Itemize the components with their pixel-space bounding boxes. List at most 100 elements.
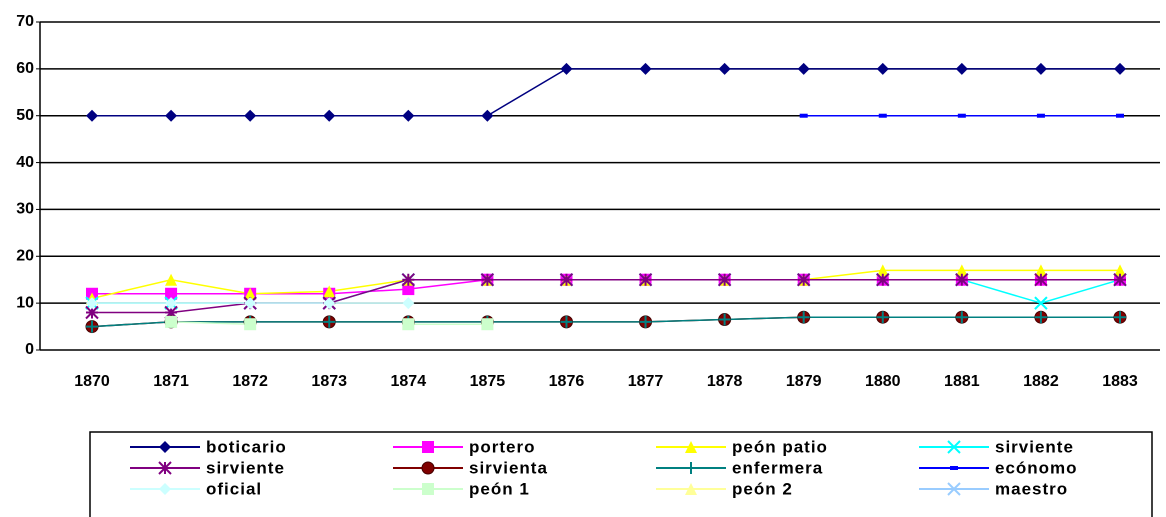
marker <box>560 315 573 328</box>
marker <box>323 315 336 328</box>
y-tick-label: 50 <box>16 107 34 124</box>
x-tick-label: 1883 <box>1102 373 1138 390</box>
marker <box>165 297 178 310</box>
marker <box>1034 62 1047 75</box>
x-tick-label: 1872 <box>232 373 268 390</box>
marker <box>165 109 178 122</box>
marker <box>1114 62 1126 75</box>
marker <box>718 62 731 75</box>
y-tick-label: 0 <box>25 341 34 358</box>
marker <box>402 318 415 331</box>
marker <box>876 311 889 324</box>
legend-label: maestro <box>995 479 1068 498</box>
marker <box>165 315 178 328</box>
x-tick-label: 1870 <box>74 373 110 390</box>
marker <box>717 273 732 287</box>
marker <box>1113 273 1127 287</box>
legend-label: oficial <box>206 479 262 498</box>
x-tick-label: 1873 <box>311 373 347 390</box>
marker <box>955 273 969 287</box>
marker <box>244 297 257 310</box>
legend-label: boticario <box>206 437 287 456</box>
y-tick-label: 70 <box>16 13 34 30</box>
marker <box>947 440 961 454</box>
y-tick-label: 10 <box>16 294 34 311</box>
marker <box>797 62 810 75</box>
x-tick-label: 1878 <box>707 373 743 390</box>
marker <box>422 483 434 495</box>
marker <box>955 311 968 324</box>
marker <box>402 109 415 122</box>
x-tick-label: 1875 <box>470 373 506 390</box>
marker <box>86 109 98 122</box>
legend-label: enfermera <box>732 458 823 477</box>
x-tick-label: 1881 <box>944 373 980 390</box>
marker <box>480 273 495 287</box>
y-tick-label: 60 <box>16 60 34 77</box>
marker <box>165 287 178 300</box>
marker <box>1034 311 1047 324</box>
marker <box>323 285 336 298</box>
legend-label: ecónomo <box>995 458 1078 477</box>
marker <box>950 466 958 470</box>
marker <box>796 273 811 287</box>
x-tick-label: 1876 <box>549 373 585 390</box>
marker <box>876 264 889 277</box>
marker <box>1034 273 1048 287</box>
marker <box>422 441 434 453</box>
legend-label: sirviente <box>206 458 285 477</box>
x-tick-label: 1871 <box>153 373 189 390</box>
x-tick-label: 1880 <box>865 373 901 390</box>
marker <box>244 318 257 331</box>
x-tick-label: 1874 <box>391 373 427 390</box>
marker <box>685 441 697 453</box>
marker <box>878 113 887 118</box>
marker <box>421 461 435 475</box>
marker <box>159 483 171 495</box>
marker <box>559 273 574 287</box>
marker <box>165 273 178 286</box>
x-tick-label: 1879 <box>786 373 822 390</box>
y-tick-label: 20 <box>16 248 34 265</box>
marker <box>1116 113 1124 118</box>
marker <box>639 315 652 328</box>
marker <box>323 109 336 122</box>
marker <box>401 273 416 287</box>
marker <box>481 109 494 122</box>
marker <box>685 462 697 474</box>
legend-label: peón 1 <box>469 479 530 498</box>
marker <box>164 305 178 320</box>
marker <box>244 109 257 122</box>
legend-label: peón patio <box>732 437 828 456</box>
marker <box>955 62 968 75</box>
marker <box>158 461 172 475</box>
marker <box>402 283 415 296</box>
marker <box>1034 296 1048 310</box>
x-tick-label: 1882 <box>1023 373 1059 390</box>
legend-label: sirvienta <box>469 458 548 477</box>
marker <box>876 62 889 75</box>
marker <box>639 62 652 75</box>
marker <box>955 264 968 277</box>
marker <box>638 273 653 287</box>
marker <box>685 483 697 495</box>
marker <box>799 113 808 118</box>
marker <box>244 287 257 300</box>
series-line <box>91 316 1120 328</box>
y-tick-label: 40 <box>16 154 34 171</box>
marker <box>957 113 966 118</box>
marker <box>86 320 98 333</box>
marker <box>1114 311 1126 324</box>
marker <box>1036 113 1045 118</box>
x-tick-label: 1877 <box>628 373 664 390</box>
marker <box>323 297 336 310</box>
marker <box>86 297 98 310</box>
series-line <box>171 321 488 325</box>
legend-label: peón 2 <box>732 479 793 498</box>
marker <box>159 441 171 453</box>
marker <box>1034 264 1047 277</box>
marker <box>797 311 810 324</box>
y-tick-label: 30 <box>16 201 34 218</box>
series-line <box>92 68 1120 117</box>
